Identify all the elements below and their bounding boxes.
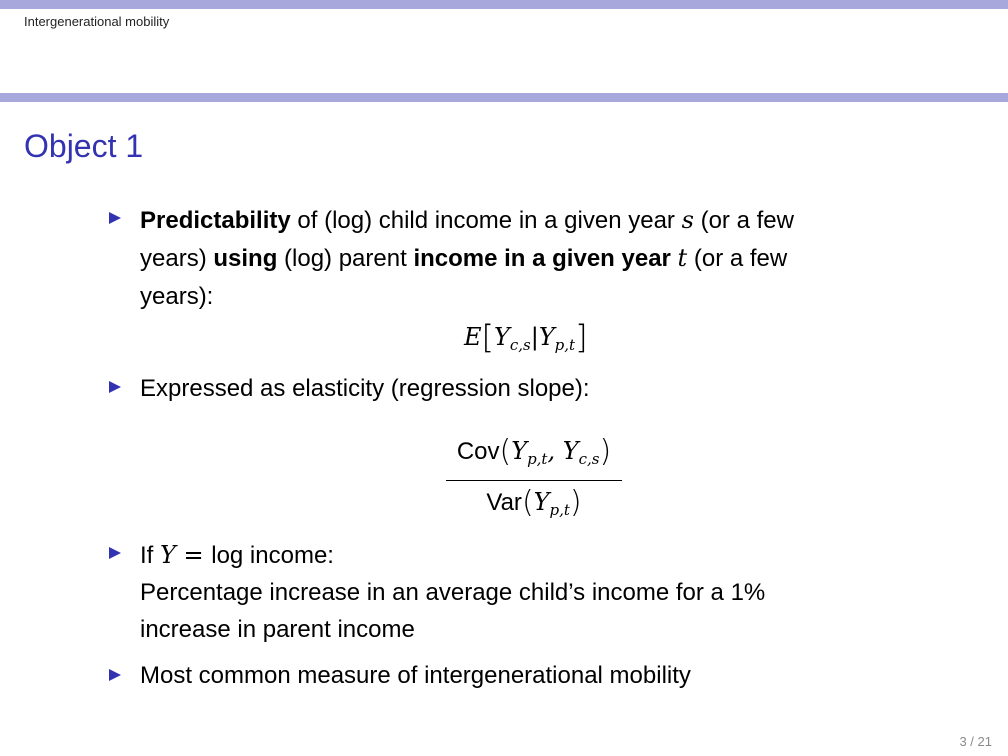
var-s: s <box>681 206 694 234</box>
left-paren: ( <box>521 485 534 520</box>
bullet-3-line-2: Percentage increase in an average child’… <box>140 579 766 606</box>
elasticity-fraction: Cov(Yp,t, Yc,s) Var(Yp,t) <box>446 432 622 529</box>
eq-subscript: p,t <box>554 336 576 354</box>
text-span: If <box>140 542 161 569</box>
page-number: 3 / 21 <box>959 734 992 749</box>
eq-Y: Y <box>494 323 510 351</box>
num-subscript: p,t <box>527 450 548 468</box>
num-Y: Y <box>511 437 528 465</box>
fraction-line <box>446 480 622 481</box>
right-paren: ) <box>569 485 582 520</box>
right-bracket: ] <box>575 318 588 356</box>
text-span: years) <box>140 245 214 272</box>
bullet-2-line-1: Expressed as elasticity (regression slop… <box>140 375 590 402</box>
bullet-1-line-2: years) using (log) parent income in a gi… <box>140 239 787 278</box>
num-Y: Y <box>562 437 579 465</box>
slide-title: Object 1 <box>24 128 144 164</box>
bullet-triangle-icon <box>108 667 122 687</box>
den-Y: Y <box>533 488 550 516</box>
cov-label: Cov <box>456 438 500 465</box>
text-span: log income: <box>211 542 334 569</box>
num-comma: , <box>547 437 563 465</box>
header-divider-bar <box>0 93 1008 102</box>
text-span <box>671 245 678 272</box>
fraction-denominator: Var(Yp,t) <box>446 483 622 529</box>
bullet-1-line-3: years): <box>140 283 214 310</box>
right-paren: ) <box>599 434 612 469</box>
bullet-3-line-1: If Y = log income: <box>140 536 334 575</box>
bullet-triangle-icon <box>108 379 122 399</box>
text-span: of (log) child income in a given year <box>290 207 682 234</box>
conditional-expectation-equation: E[Yc,s|Yp,t] <box>464 318 588 364</box>
eq-bar: | <box>530 323 539 351</box>
var-t: t <box>677 244 688 272</box>
left-paren: ( <box>499 434 512 469</box>
top-banner-bar <box>0 0 1008 9</box>
text-span: (log) parent <box>277 245 414 272</box>
var-Y: Y <box>160 541 176 569</box>
num-subscript: c,s <box>578 450 600 468</box>
eq-E: E <box>464 323 482 351</box>
section-label: Intergenerational mobility <box>24 14 170 29</box>
bullet-1-line-1: Predictability of (log) child income in … <box>140 201 794 240</box>
bold-predictability: Predictability <box>140 207 291 234</box>
eq-Y: Y <box>538 323 555 351</box>
bullet-triangle-icon <box>108 545 122 565</box>
text-span: (or a few <box>687 245 788 272</box>
equals-sign: = <box>175 541 212 569</box>
den-subscript: p,t <box>549 501 570 519</box>
bullet-4-line-1: Most common measure of intergenerational… <box>140 662 691 689</box>
bold-using: using <box>213 245 278 272</box>
eq-subscript: c,s <box>509 336 531 354</box>
bullet-triangle-icon <box>108 210 122 230</box>
bold-income-given-year: income in a given year <box>413 245 671 272</box>
left-bracket: [ <box>481 318 495 356</box>
text-span: (or a few <box>693 207 794 234</box>
fraction-numerator: Cov(Yp,t, Yc,s) <box>446 432 622 478</box>
var-label: Var <box>486 489 522 516</box>
bullet-3-line-3: increase in parent income <box>140 616 415 643</box>
